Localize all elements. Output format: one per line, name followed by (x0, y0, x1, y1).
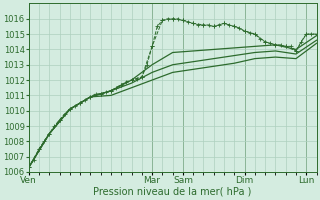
X-axis label: Pression niveau de la mer( hPa ): Pression niveau de la mer( hPa ) (93, 187, 252, 197)
